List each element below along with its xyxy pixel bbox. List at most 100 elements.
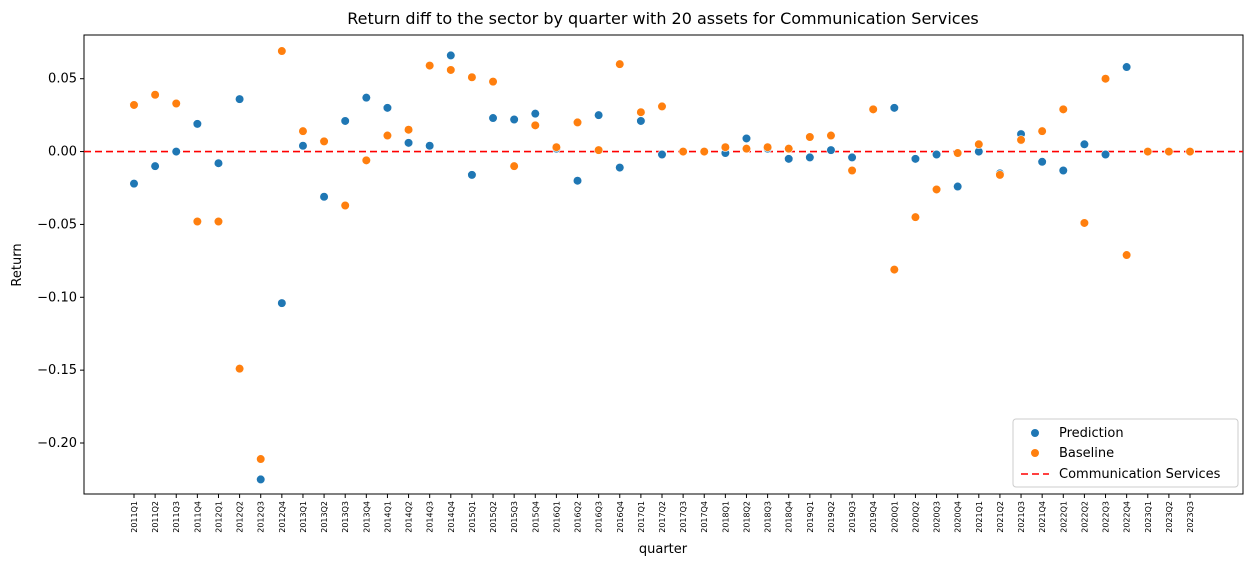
prediction-point [910,154,921,164]
baseline-point [467,72,477,82]
prediction-point [826,145,836,155]
x-tick-label: 2013Q1 [299,501,308,533]
baseline-point [488,77,498,87]
x-tick-label: 2016Q3 [595,501,604,533]
baseline-point [1079,218,1089,228]
baseline-point [1037,126,1047,136]
plot-area [83,34,1244,495]
x-tick-label: 2011Q3 [172,501,181,533]
baseline-point [1164,146,1174,157]
x-tick-label: 2023Q2 [1165,501,1174,533]
legend-marker-baseline [1030,448,1040,458]
baseline-point [298,126,308,136]
y-axis-label: Return [10,243,25,286]
legend-label-baseline: Baseline [1059,446,1114,461]
baseline-point [678,146,688,157]
x-tick-label: 2019Q4 [869,501,878,533]
baseline-point [340,200,350,211]
baseline-point [784,144,794,154]
x-tick-label: 2011Q2 [151,501,160,533]
baseline-point [741,144,752,154]
prediction-point [509,114,519,125]
x-tick-label: 2018Q4 [785,501,794,533]
prediction-point [446,50,456,61]
x-tick-label: 2015Q1 [468,501,477,533]
y-tick-label: −0.20 [37,436,77,451]
baseline-point [995,170,1005,180]
prediction-point [594,110,604,120]
baseline-point [256,454,266,464]
baseline-point [382,130,393,141]
prediction-point [847,152,857,162]
prediction-point [889,103,899,113]
x-tick-label: 2013Q4 [362,501,371,533]
baseline-point [636,107,646,117]
x-tick-label: 2016Q2 [574,501,583,533]
prediction-point [636,116,646,126]
y-tick-label: −0.05 [37,217,77,232]
prediction-point [488,113,498,123]
x-tick-label: 2014Q1 [383,501,392,533]
x-tick-label: 2017Q3 [679,501,688,533]
x-tick-label: 2020Q2 [911,501,920,533]
x-tick-label: 2020Q3 [933,501,942,533]
x-tick-label: 2020Q1 [890,501,899,533]
baseline-point [446,65,456,75]
x-tick-label: 2012Q2 [236,501,245,533]
prediction-point [150,161,160,171]
y-tick-label: −0.10 [37,290,77,305]
prediction-point [805,152,815,162]
x-axis: 2011Q1 2011Q2 2011Q3 2011Q4 2012Q1 2012Q2 2012… [130,494,1195,533]
x-tick-label: 2013Q2 [320,501,329,533]
y-axis: 0.05 0.00 −0.05 −0.10 −0.15 −0.20 [37,72,84,451]
prediction-point [572,176,583,186]
x-tick-label: 2012Q4 [278,501,287,533]
x-tick-label: 2015Q4 [531,501,540,533]
baseline-point [235,364,245,374]
x-tick-label: 2019Q1 [806,501,815,533]
x-tick-label: 2015Q3 [510,501,519,533]
prediction-point [1079,139,1089,149]
legend-label-reference-line: Communication Services [1059,467,1221,482]
baseline-point [425,60,435,71]
prediction-point [931,149,942,160]
baseline-point [213,216,224,227]
x-tick-label: 2014Q3 [426,501,435,533]
x-tick-label: 2021Q4 [1038,501,1047,533]
baseline-point [910,212,921,222]
x-tick-label: 2018Q3 [764,501,773,533]
x-tick-label: 2012Q1 [214,501,223,533]
prediction-point [213,158,224,168]
baseline-point [277,46,287,56]
x-tick-label: 2016Q1 [552,501,561,533]
prediction-point [1122,62,1132,72]
legend: Prediction Baseline Communication Servic… [1012,418,1239,488]
prediction-point [1037,157,1047,167]
x-tick-label: 2017Q1 [637,501,646,533]
x-axis-label: quarter [639,542,688,557]
x-tick-label: 2023Q1 [1144,501,1153,533]
baseline-point [889,265,899,275]
prediction-point [657,149,667,160]
x-tick-label: 2022Q4 [1123,501,1132,533]
baseline-point [805,132,815,142]
prediction-point [192,119,202,129]
x-tick-label: 2014Q4 [447,501,456,533]
prediction-point [129,179,139,189]
baseline-point [361,155,371,165]
prediction-point [1058,165,1068,176]
baseline-point [509,161,519,171]
x-tick-label: 2020Q4 [954,501,963,533]
legend-frame [1012,418,1239,488]
prediction-point [235,94,245,104]
prediction-point [784,154,794,164]
x-tick-label: 2021Q3 [1017,501,1026,533]
baseline-point [762,142,773,152]
prediction-point [467,170,477,180]
baseline-point [150,90,160,100]
baseline-point [403,125,414,135]
baseline-point [1122,250,1132,260]
prediction-point [277,298,287,308]
baseline-point [551,142,562,152]
